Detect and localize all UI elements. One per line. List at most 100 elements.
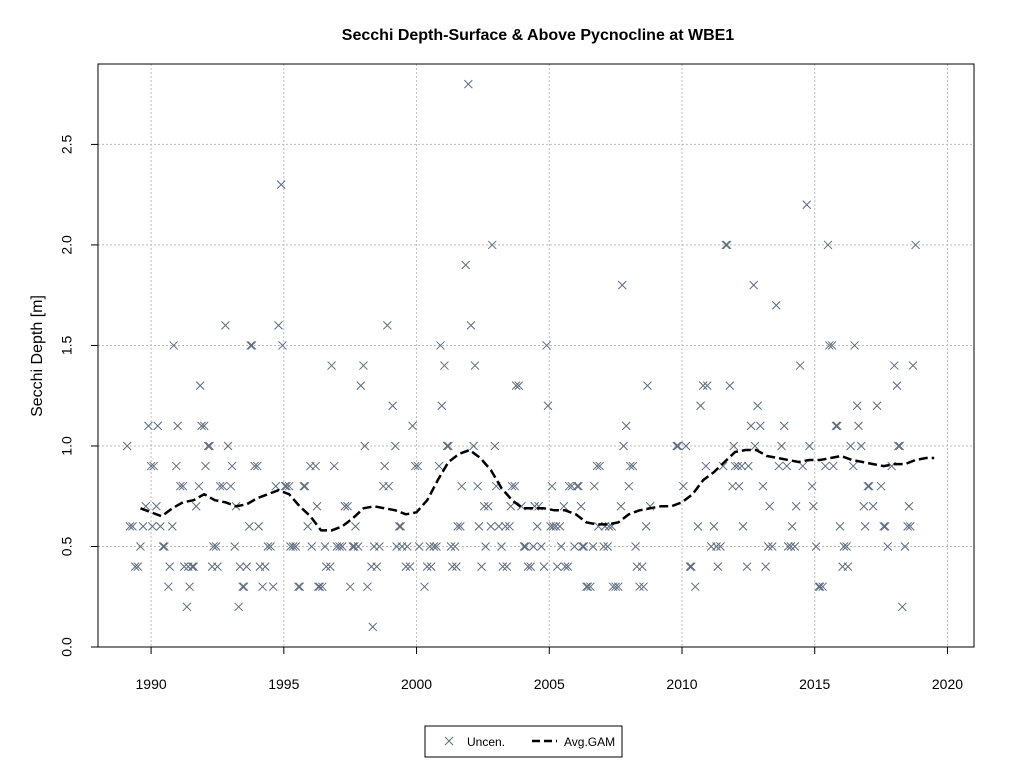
y-tick-label: 0.5 [59, 537, 75, 557]
data-point [149, 461, 159, 471]
data-point [547, 481, 557, 491]
data-point [897, 602, 907, 612]
data-point [578, 542, 587, 551]
data-point [860, 522, 870, 531]
data-point [733, 461, 743, 471]
data-point [555, 522, 565, 531]
data-point [436, 341, 445, 350]
data-point [498, 562, 508, 571]
data-point [408, 421, 417, 431]
data-point [690, 582, 700, 592]
data-point [351, 522, 360, 531]
data-point [832, 421, 842, 431]
data-point [900, 542, 910, 551]
data-point [432, 542, 441, 551]
data-point [263, 542, 273, 551]
legend-label-uncen: Uncen. [467, 735, 505, 749]
data-point [811, 542, 821, 551]
data-point [603, 542, 613, 551]
data-point [809, 501, 818, 511]
data-point [199, 421, 209, 431]
data-point [767, 542, 777, 551]
data-point [737, 461, 747, 471]
data-point [728, 481, 737, 491]
data-point [274, 320, 283, 330]
data-point [312, 501, 322, 511]
data-point [209, 542, 218, 551]
x-tick-label: 2000 [401, 676, 432, 692]
data-point [783, 542, 793, 551]
data-point [905, 522, 915, 531]
data-point [307, 542, 317, 551]
data-point [434, 461, 444, 471]
data-point [401, 562, 411, 571]
data-point [879, 522, 889, 531]
data-point [242, 562, 252, 571]
data-point [908, 361, 918, 370]
data-point [746, 421, 756, 431]
data-point [543, 401, 553, 411]
data-point [299, 481, 309, 491]
data-point [234, 602, 244, 612]
data-point [514, 381, 524, 391]
data-point [564, 481, 574, 491]
data-point [450, 542, 460, 551]
data-point [179, 562, 189, 571]
data-point [551, 522, 561, 531]
data-point [742, 562, 752, 571]
data-point [559, 501, 569, 511]
data-point [311, 461, 321, 471]
data-point [758, 481, 768, 491]
data-point [425, 542, 435, 551]
data-point [356, 381, 366, 391]
data-point [795, 361, 805, 370]
data-point [621, 421, 631, 431]
data-point [755, 421, 765, 431]
data-point [353, 542, 363, 551]
x-tick-label: 2015 [799, 676, 830, 692]
data-point [750, 441, 760, 451]
data-point [592, 461, 602, 471]
data-point [510, 481, 520, 491]
data-point [619, 441, 628, 451]
data-point [337, 542, 347, 551]
data-point [713, 562, 723, 571]
data-point [313, 582, 323, 592]
data-point [215, 481, 225, 491]
data-point [203, 441, 213, 451]
data-point [278, 341, 287, 350]
data-point [701, 461, 711, 471]
data-point [390, 441, 400, 451]
data-point [394, 522, 404, 531]
data-point [774, 461, 784, 471]
data-point [827, 341, 837, 350]
data-point [637, 562, 647, 571]
data-point [890, 361, 899, 370]
data-point [325, 562, 335, 571]
data-point [556, 542, 566, 551]
data-point [158, 542, 168, 551]
data-point [725, 381, 735, 391]
data-point [519, 542, 529, 551]
data-point [716, 542, 725, 551]
data-point [359, 361, 368, 370]
data-point [805, 441, 814, 451]
data-point [624, 481, 634, 491]
gam-series-line [140, 448, 935, 532]
data-point [426, 562, 436, 571]
data-point [702, 381, 712, 391]
data-point [380, 461, 390, 471]
data-point [266, 542, 275, 551]
data-point [211, 542, 221, 551]
data-point [506, 501, 516, 511]
data-point [429, 542, 439, 551]
y-axis-label: Secchi Depth [m] [29, 295, 46, 417]
data-point [893, 441, 903, 451]
data-point [455, 522, 465, 531]
x-tick-label: 2005 [534, 676, 565, 692]
data-point [340, 501, 350, 511]
data-point [317, 582, 327, 592]
data-point [681, 441, 691, 451]
data-point [163, 582, 173, 592]
data-point [734, 481, 744, 491]
